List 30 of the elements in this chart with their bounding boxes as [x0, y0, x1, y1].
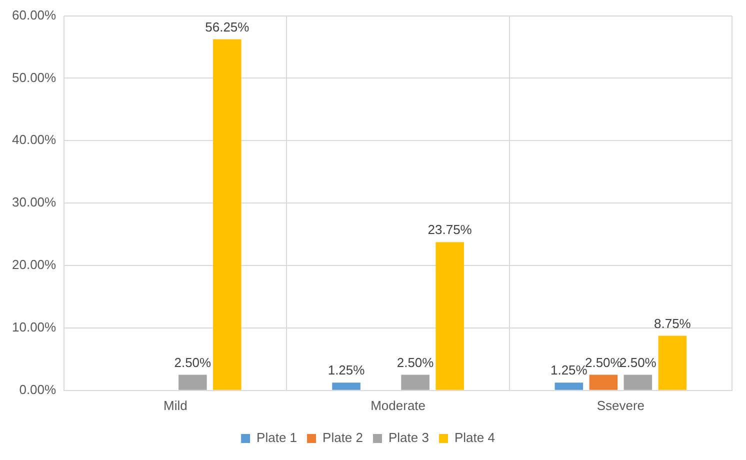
- bar: [589, 374, 618, 390]
- y-tick-label: 30.00%: [12, 194, 57, 210]
- bar: [178, 374, 207, 390]
- data-label: 23.75%: [428, 222, 472, 238]
- bar: [624, 374, 652, 390]
- legend-label: Plate 4: [454, 430, 495, 446]
- data-label: 2.50%: [396, 354, 434, 370]
- y-tick-label: 10.00%: [12, 320, 57, 335]
- y-tick-label: 20.00%: [12, 257, 57, 272]
- bar: [401, 374, 430, 390]
- bar: [213, 39, 242, 390]
- legend-label: Plate 3: [388, 430, 429, 446]
- bar: [332, 382, 360, 390]
- y-tick-label: 60.00%: [12, 7, 57, 22]
- x-tick-label: Moderate: [370, 398, 426, 413]
- legend-label: Plate 2: [322, 430, 364, 446]
- y-tick-label: 50.00%: [12, 70, 57, 85]
- legend-label: Plate 1: [256, 430, 298, 446]
- data-label: 2.50%: [620, 354, 657, 370]
- x-tick-label: Mild: [163, 398, 188, 413]
- x-tick-label: Ssevere: [596, 398, 645, 413]
- data-label: 8.75%: [654, 316, 692, 331]
- y-tick-label: 0.00%: [19, 382, 57, 397]
- data-label: 56.25%: [205, 19, 250, 34]
- data-label: 1.25%: [328, 362, 366, 378]
- y-tick-label: 40.00%: [12, 132, 57, 148]
- bar: [658, 336, 687, 390]
- data-label: 2.50%: [174, 354, 212, 370]
- bar: [436, 242, 464, 390]
- bar: [554, 382, 584, 390]
